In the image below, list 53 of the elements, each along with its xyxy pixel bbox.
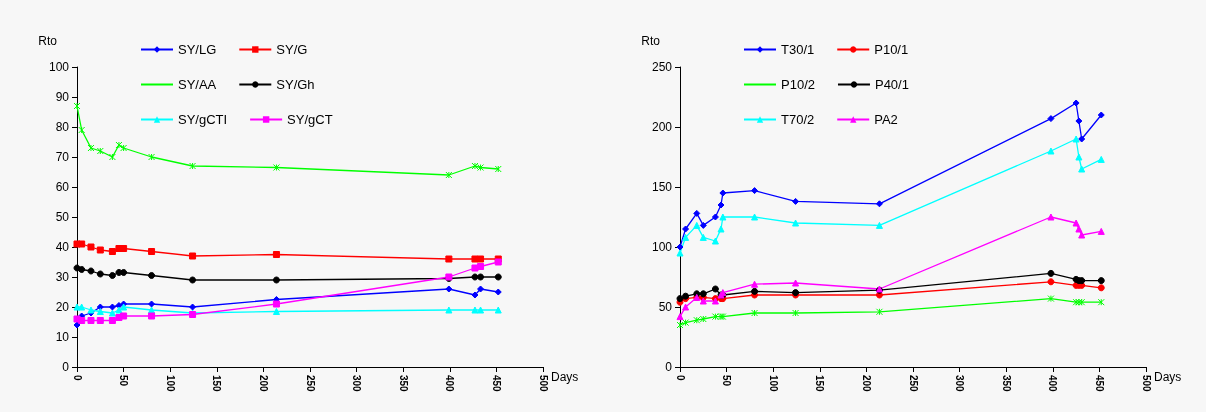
legend-label: SY/LG xyxy=(178,42,217,57)
legend-label: PA2 xyxy=(874,112,898,127)
x-tick-label: 350 xyxy=(1000,375,1012,393)
x-tick-label: 200 xyxy=(860,375,872,393)
x-tick-label: 500 xyxy=(537,375,549,393)
legend-label: SY/AA xyxy=(178,77,217,92)
x-tick-label: 150 xyxy=(814,375,826,393)
y-tick-label: 150 xyxy=(651,180,673,194)
x-tick-label: 100 xyxy=(767,375,779,393)
x-tick-label: 400 xyxy=(1047,375,1059,393)
x-tick-label: 400 xyxy=(444,375,456,393)
y-tick-label: 60 xyxy=(55,180,70,194)
x-tick-label: 250 xyxy=(304,375,316,393)
x-tick-label: 500 xyxy=(1140,375,1152,393)
y-tick-label: 50 xyxy=(658,300,673,314)
legend-label: SY/Gh xyxy=(276,77,315,92)
y-tick-label: 250 xyxy=(651,60,673,74)
x-tick-label: 350 xyxy=(397,375,409,393)
y-tick-label: 50 xyxy=(55,210,70,224)
x-tick-label: 50 xyxy=(118,375,130,387)
x-axis-title: Days xyxy=(1154,370,1182,384)
y-axis-title: Rto xyxy=(641,34,661,48)
y-tick-label: 100 xyxy=(651,240,673,254)
legend-label: P40/1 xyxy=(874,77,909,92)
y-tick-label: 90 xyxy=(55,90,70,104)
y-tick-label: 20 xyxy=(55,300,70,314)
y-tick-label: 30 xyxy=(55,270,70,284)
y-axis-title: Rto xyxy=(38,34,58,48)
x-tick-label: 450 xyxy=(1093,375,1105,393)
x-tick-label: 300 xyxy=(351,375,363,393)
legend-label: P10/2 xyxy=(781,77,815,92)
legend-label: SY/gCT xyxy=(287,112,333,127)
legend-label: SY/gCTI xyxy=(178,112,228,127)
x-tick-label: 450 xyxy=(490,375,502,393)
legend-label: T70/2 xyxy=(781,112,815,127)
x-tick-label: 0 xyxy=(674,375,686,381)
x-axis-title: Days xyxy=(551,370,579,384)
x-tick-label: 50 xyxy=(721,375,733,387)
legend-label: P10/1 xyxy=(874,42,909,57)
y-tick-label: 200 xyxy=(651,120,673,134)
y-tick-label: 40 xyxy=(55,240,70,254)
y-tick-label: 10 xyxy=(55,330,70,344)
x-tick-label: 0 xyxy=(71,375,83,381)
x-tick-label: 150 xyxy=(211,375,223,393)
legend-label: T30/1 xyxy=(781,42,815,57)
x-tick-label: 300 xyxy=(954,375,966,393)
x-tick-label: 200 xyxy=(257,375,269,393)
y-tick-label: 80 xyxy=(55,120,70,134)
x-tick-label: 100 xyxy=(164,375,176,393)
y-tick-label: 70 xyxy=(55,150,70,164)
legend-label: SY/G xyxy=(276,42,308,57)
y-tick-label: 100 xyxy=(48,60,70,74)
x-tick-label: 250 xyxy=(907,375,919,393)
